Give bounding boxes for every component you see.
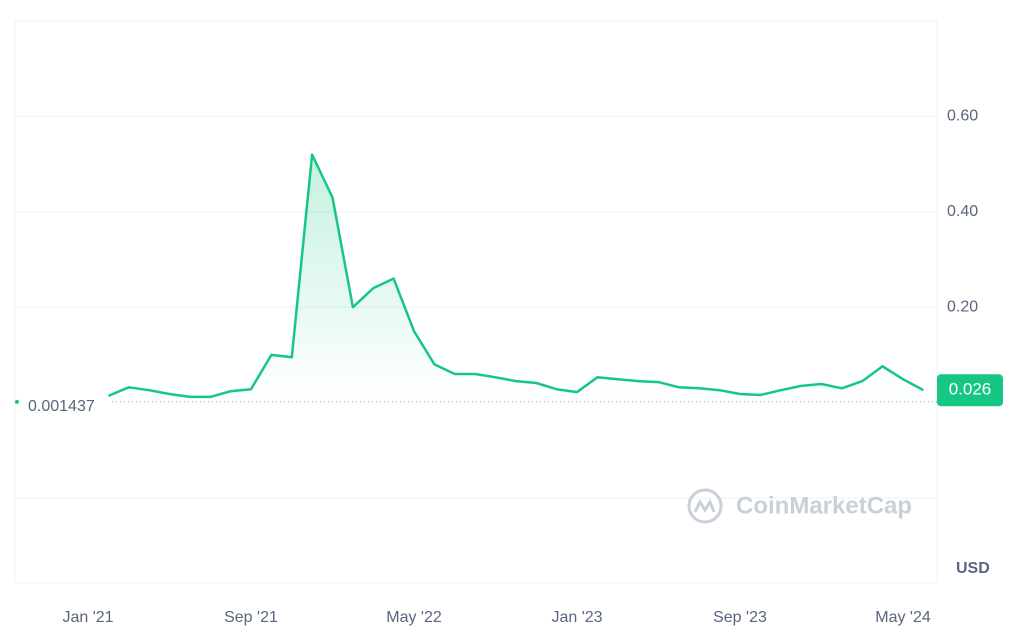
start-price-dot: [15, 399, 19, 404]
price-tag: [937, 374, 1003, 407]
x-tick-label: Jan '21: [62, 609, 113, 626]
x-tick-label: May '22: [386, 609, 442, 626]
y-unit: USD: [956, 560, 990, 577]
x-tick-label: Sep '21: [224, 609, 278, 626]
x-tick-label: May '24: [875, 609, 931, 626]
y-tick-label: 0.20: [947, 298, 978, 315]
price-tag-label: 0.026: [949, 380, 992, 399]
x-tick-label: Jan '23: [551, 609, 602, 626]
y-tick-label: 0.40: [947, 203, 978, 220]
x-tick-label: Sep '23: [713, 609, 767, 626]
start-price-label: 0.001437: [28, 398, 95, 415]
price-area: [108, 154, 924, 403]
price-line: [107, 153, 924, 399]
watermark-text: CoinMarketCap: [736, 492, 912, 519]
y-tick-label: 0.60: [947, 108, 978, 125]
watermark: CoinMarketCap: [687, 488, 912, 524]
